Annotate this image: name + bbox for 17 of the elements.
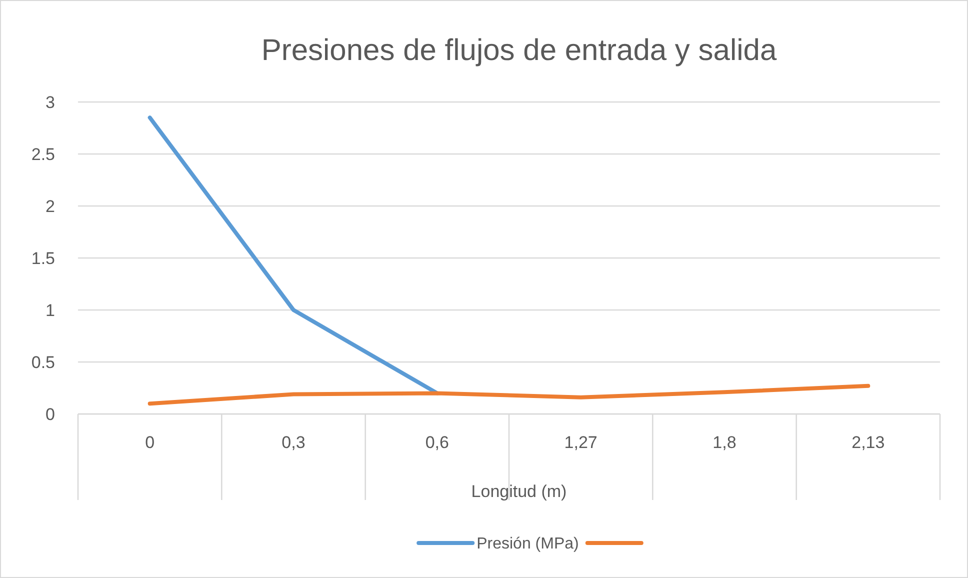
y-tick-label: 3	[46, 92, 55, 112]
x-tick-label: 0,6	[425, 433, 449, 452]
y-tick-label: 2.5	[31, 144, 55, 164]
x-tick-label: 1,27	[564, 433, 598, 452]
x-axis-title: Longitud (m)	[471, 482, 567, 501]
y-tick-label: 1.5	[31, 248, 55, 268]
legend-label: Presión (MPa)	[476, 536, 579, 553]
y-tick-label: 0.5	[31, 352, 55, 372]
y-tick-label: 2	[46, 196, 55, 216]
line-series	[148, 384, 870, 406]
x-tick-label: 2,13	[852, 433, 885, 452]
x-tick-label: 1,8	[712, 433, 736, 452]
y-tick-label: 1	[46, 300, 55, 320]
x-tick-label: 0	[145, 433, 155, 452]
y-tick-label: 0	[46, 404, 55, 424]
chart-title: Presiones de flujos de entrada y salida	[261, 34, 777, 67]
x-tick-label: 0,3	[282, 433, 306, 452]
